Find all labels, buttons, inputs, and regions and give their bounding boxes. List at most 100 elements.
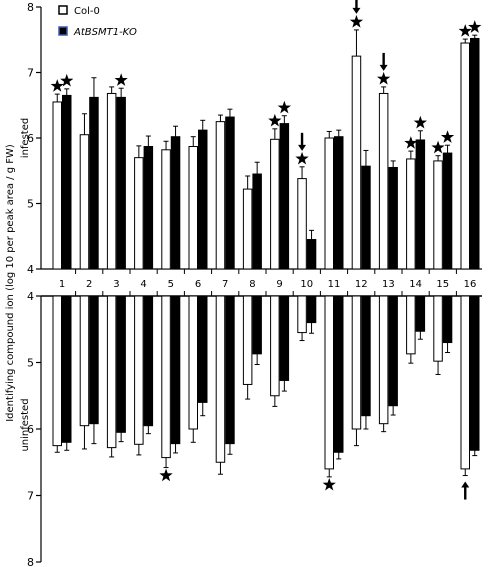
error-bars-group	[54, 29, 478, 478]
bar	[279, 295, 290, 381]
bar	[297, 295, 307, 334]
significance-star	[404, 136, 418, 149]
bar	[324, 137, 334, 270]
bar	[433, 295, 443, 362]
bar	[188, 146, 198, 270]
bar	[170, 136, 181, 270]
bar	[134, 295, 144, 445]
y-tick-label: 6	[27, 132, 34, 145]
bar	[62, 295, 72, 443]
significance-star	[458, 24, 472, 37]
legend-swatch-col0	[58, 5, 68, 15]
bar	[134, 157, 144, 270]
significance-star	[50, 79, 64, 92]
y-axis-title: Identifying compound ion (log 10 per pea…	[5, 144, 16, 422]
y-tick-label: 6	[27, 423, 34, 436]
category-label: 6	[195, 279, 201, 290]
category-label: 11	[328, 279, 341, 290]
category-label: 13	[382, 279, 395, 290]
bar	[52, 295, 62, 447]
significance-star	[268, 113, 282, 127]
bar	[334, 295, 344, 453]
bar	[388, 295, 398, 407]
bar	[351, 55, 362, 270]
bar	[106, 295, 117, 449]
bars-group	[52, 37, 480, 470]
bar	[188, 295, 198, 430]
y-tick-label: 4	[27, 290, 34, 303]
bar	[79, 295, 90, 427]
category-label: 16	[464, 279, 477, 290]
bar	[406, 158, 416, 270]
bar	[116, 96, 126, 270]
category-label: 7	[222, 279, 228, 290]
bar	[270, 138, 280, 270]
bar	[324, 295, 334, 470]
legend: Col-0 AtBSMT1-KO	[58, 5, 137, 38]
bar	[279, 123, 290, 270]
y-tick-label: 5	[27, 357, 34, 370]
bar	[242, 188, 253, 270]
significance-star	[159, 468, 173, 482]
bar	[198, 129, 208, 270]
bar	[306, 295, 317, 324]
category-label: 15	[436, 279, 449, 290]
significance-star	[295, 151, 309, 165]
bar	[116, 295, 126, 433]
bar	[351, 295, 362, 430]
bar	[79, 134, 90, 270]
bar	[388, 166, 398, 270]
arrow-head	[298, 144, 307, 151]
arrow-head	[461, 481, 470, 488]
bar	[143, 146, 154, 270]
category-label: 3	[113, 279, 119, 290]
bar	[215, 121, 226, 270]
bar	[297, 178, 307, 270]
significance-star	[431, 140, 445, 154]
bar	[415, 139, 426, 270]
category-label: 5	[168, 279, 174, 290]
bar	[433, 160, 443, 270]
significance-star	[376, 71, 391, 85]
significance-star	[114, 73, 128, 86]
bar	[225, 116, 235, 270]
bar	[161, 295, 171, 459]
significance-star	[349, 14, 364, 28]
category-label: 4	[140, 279, 146, 290]
panel-label-uninfested: uninfested	[20, 398, 31, 451]
bar	[170, 295, 181, 445]
bar	[406, 295, 416, 355]
category-label: 12	[355, 279, 368, 290]
y-tick-label: 8	[27, 556, 34, 567]
category-label: 9	[276, 279, 282, 290]
arrow-head	[379, 64, 388, 71]
bar	[106, 92, 117, 270]
bar	[460, 42, 470, 270]
bar	[215, 295, 226, 463]
bar	[460, 295, 470, 470]
category-label: 14	[409, 279, 422, 290]
bar	[198, 295, 208, 403]
bar	[62, 94, 72, 270]
significance-star	[277, 100, 292, 114]
panel-label-infested: infested	[20, 118, 31, 158]
bar	[442, 152, 453, 270]
category-label: 2	[86, 279, 92, 290]
bar	[270, 295, 280, 397]
bar	[470, 295, 480, 451]
bar	[470, 37, 480, 270]
category-label: 1	[59, 279, 65, 290]
significance-star	[322, 477, 336, 491]
bar	[89, 295, 99, 425]
legend-swatch-ko	[58, 26, 68, 36]
bar	[378, 295, 389, 425]
labels-group: Identifying compound ion (log 10 per pea…	[5, 1, 476, 567]
bar	[225, 295, 235, 445]
legend-label-col0: Col-0	[74, 6, 100, 17]
bar	[161, 149, 171, 270]
bar	[361, 165, 371, 270]
arrow-head	[352, 7, 361, 14]
bar	[89, 96, 99, 270]
significance-star	[468, 20, 482, 33]
